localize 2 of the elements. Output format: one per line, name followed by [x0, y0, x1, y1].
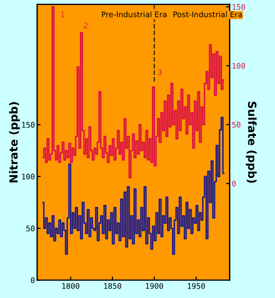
- y2-axis-title: Sulfate (ppb): [246, 102, 257, 183]
- y-axis-title: Nitrate (ppb): [9, 102, 20, 182]
